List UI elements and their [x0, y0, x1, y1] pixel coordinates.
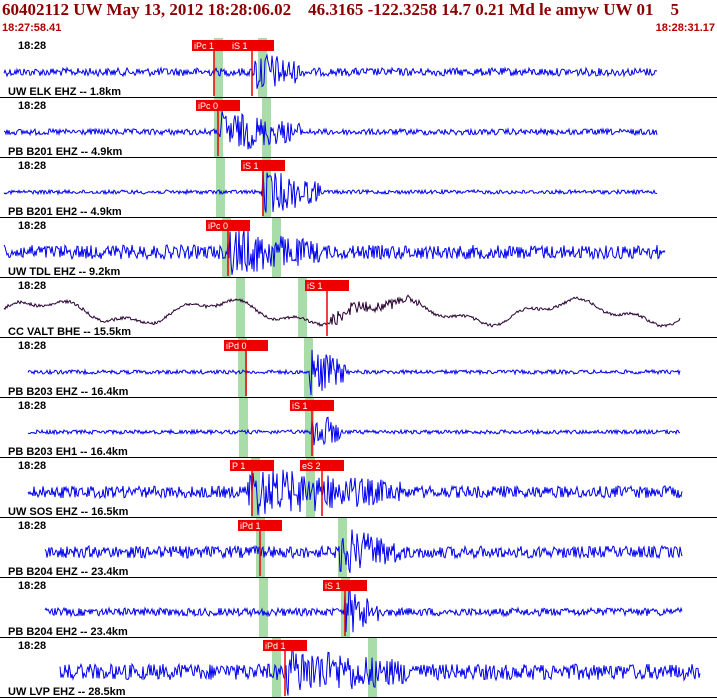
waveform-trace: [44, 529, 683, 574]
phase-pick-tag[interactable]: [196, 100, 240, 111]
trace-time-label: 18:28: [18, 460, 46, 472]
station-label: UW TDL EHZ -- 9.2km: [8, 266, 120, 278]
phase-pick-label: iS 1: [292, 401, 308, 411]
trace-time-label: 18:28: [18, 280, 46, 292]
trace-panel[interactable]: iPc 0 18:28 PB B201 EHZ -- 4.9km: [0, 98, 717, 158]
waveform-trace: [27, 416, 681, 446]
trace-panel[interactable]: iPc 1 iS 1 18:28 UW ELK EHZ -- 1.8km: [0, 38, 717, 98]
phase-pick-label: iPc 1: [194, 41, 214, 51]
waveform-trace: [3, 53, 658, 89]
phase-pick-tag[interactable]: [263, 640, 307, 651]
waveform-trace: [27, 469, 683, 515]
station-label: PB B203 EHZ -- 16.4km: [8, 386, 129, 398]
phase-pick-tag[interactable]: [230, 40, 274, 51]
pick-window: [338, 518, 347, 578]
seismogram-panel[interactable]: iPc 1 iS 1 18:28 UW ELK EHZ -- 1.8km iPc 0 18…: [0, 38, 717, 698]
station-label: PB B201 EH2 -- 4.9km: [8, 206, 122, 218]
station-label: PB B204 EH2 -- 23.4km: [8, 626, 128, 638]
phase-pick-tag[interactable]: [224, 340, 268, 351]
waveform-trace: [3, 229, 666, 275]
trace-time-label: 18:28: [18, 100, 46, 112]
pick-window: [258, 38, 267, 98]
pick-window: [305, 398, 314, 458]
phase-pick-tag[interactable]: [192, 40, 236, 51]
phase-pick-label: iPd 1: [240, 521, 261, 531]
waveform-trace: [3, 168, 658, 213]
pick-window: [216, 158, 225, 218]
window-end-time: 18:28:31.17: [655, 22, 715, 34]
phase-pick-label: iS 1: [325, 581, 341, 591]
trace-time-label: 18:28: [18, 220, 46, 232]
phase-pick-label: eS 2: [302, 461, 321, 471]
window-start-time: 18:27:58.41: [2, 22, 62, 34]
trace-panel[interactable]: iPd 0 18:28 PB B203 EHZ -- 16.4km: [0, 338, 717, 398]
station-label: UW LVP EHZ -- 28.5km: [8, 686, 126, 698]
header-bar: 60402112 UW May 13, 2012 18:28:06.02 46.…: [0, 0, 717, 38]
trace-panel[interactable]: iS 1 18:28 CC VALT BHE -- 15.5km: [0, 278, 717, 338]
trace-panel[interactable]: iPd 1 18:28 UW LVP EHZ -- 28.5km: [0, 638, 717, 698]
waveform-trace: [44, 587, 683, 633]
phase-pick-tag[interactable]: [241, 160, 285, 171]
trace-time-label: 18:28: [18, 520, 46, 532]
phase-pick-tag[interactable]: [230, 460, 274, 471]
waveform-trace: [3, 294, 681, 328]
trace-panel[interactable]: iS 1 18:28 PB B204 EH2 -- 23.4km: [0, 578, 717, 638]
trace-time-label: 18:28: [18, 580, 46, 592]
trace-time-label: 18:28: [18, 40, 46, 52]
station-label: PB B203 EH1 -- 16.4km: [8, 446, 128, 458]
phase-pick-tag[interactable]: [238, 520, 282, 531]
phase-pick-label: iS 1: [232, 41, 248, 51]
trace-time-label: 18:28: [18, 160, 46, 172]
trace-time-label: 18:28: [18, 640, 46, 652]
phase-pick-tag[interactable]: [206, 220, 250, 231]
trace-time-label: 18:28: [18, 400, 46, 412]
station-label: PB B204 EHZ -- 23.4km: [8, 566, 129, 578]
phase-pick-label: iPd 0: [226, 341, 247, 351]
pick-window: [214, 38, 223, 98]
pick-window: [222, 218, 231, 278]
trace-panel[interactable]: P 1 eS 2 18:28 UW SOS EHZ -- 16.5km: [0, 458, 717, 518]
phase-pick-label: iS 1: [307, 281, 323, 291]
trace-panel[interactable]: iS 1 18:28 PB B201 EH2 -- 4.9km: [0, 158, 717, 218]
waveform-trace: [27, 349, 681, 396]
phase-pick-tag[interactable]: [290, 400, 334, 411]
waveform-trace: [59, 647, 701, 696]
phase-pick-label: iPc 0: [198, 101, 218, 111]
phase-pick-label: P 1: [232, 461, 245, 471]
station-label: UW ELK EHZ -- 1.8km: [8, 86, 121, 98]
phase-pick-label: iS 1: [243, 161, 259, 171]
phase-pick-tag[interactable]: [305, 280, 349, 291]
station-label: CC VALT BHE -- 15.5km: [8, 326, 131, 338]
trace-panel[interactable]: iPc 0 18:28 UW TDL EHZ -- 9.2km: [0, 218, 717, 278]
trace-panel[interactable]: iS 1 18:28 PB B203 EH1 -- 16.4km: [0, 398, 717, 458]
station-label: PB B201 EHZ -- 4.9km: [8, 146, 123, 158]
trace-time-label: 18:28: [18, 340, 46, 352]
pick-window: [239, 398, 248, 458]
pick-window: [304, 338, 313, 398]
trace-panel[interactable]: iPd 1 18:28 PB B204 EHZ -- 23.4km: [0, 518, 717, 578]
station-label: UW SOS EHZ -- 16.5km: [8, 506, 129, 518]
phase-pick-tag[interactable]: [300, 460, 344, 471]
phase-pick-label: iPc 0: [208, 221, 228, 231]
pick-window: [262, 98, 271, 158]
pick-window: [236, 278, 245, 338]
waveform-trace: [3, 111, 658, 150]
phase-pick-tag[interactable]: [323, 580, 367, 591]
pick-window: [238, 338, 247, 398]
pick-window: [259, 578, 268, 638]
pick-window: [251, 458, 260, 518]
pick-window: [298, 278, 307, 338]
phase-pick-label: iPd 1: [265, 641, 286, 651]
event-title: 60402112 UW May 13, 2012 18:28:06.02 46.…: [2, 0, 679, 19]
pick-window: [306, 458, 315, 518]
